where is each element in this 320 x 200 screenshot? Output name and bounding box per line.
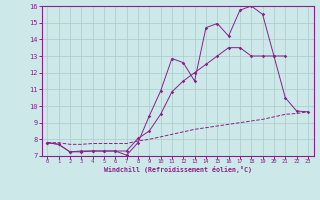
X-axis label: Windchill (Refroidissement éolien,°C): Windchill (Refroidissement éolien,°C): [104, 166, 252, 173]
